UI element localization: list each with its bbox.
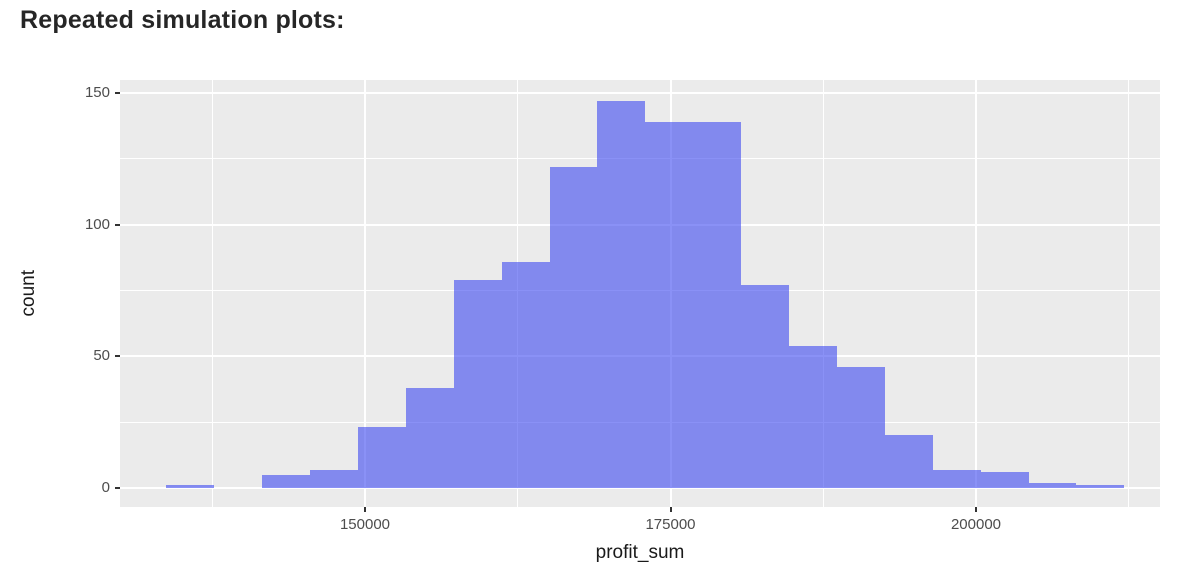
x-minor-gridline (211, 80, 213, 507)
y-axis-title-text: count (18, 270, 39, 317)
plot-panel (120, 80, 1160, 507)
x-tick-mark (364, 507, 366, 512)
histogram-bar (741, 285, 790, 488)
histogram-bar (549, 166, 598, 488)
histogram-bar (357, 427, 406, 488)
x-tick-label: 200000 (950, 516, 1002, 533)
histogram-bar (1028, 482, 1077, 488)
histogram-bar (980, 472, 1029, 488)
x-major-gridline (364, 80, 366, 507)
histogram-bar (310, 469, 358, 488)
x-minor-gridline (822, 80, 824, 507)
histogram-bar (693, 122, 742, 488)
histogram-bar (1076, 485, 1125, 488)
histogram-bar (501, 261, 550, 488)
histogram-bar (453, 279, 502, 488)
y-tick-label: 150 (84, 84, 110, 102)
histogram-bar (836, 366, 885, 488)
histogram-bar (166, 485, 215, 488)
x-tick-label: 150000 (339, 516, 391, 533)
histogram-bar (405, 387, 454, 488)
y-tick-label: 0 (101, 479, 110, 496)
y-tick-label: 50 (93, 347, 110, 365)
y-tick-mark (115, 223, 120, 226)
histogram-bar (932, 469, 981, 488)
x-tick-label: 175000 (645, 516, 696, 533)
histogram-bar (645, 122, 694, 488)
y-tick-mark (115, 487, 120, 489)
histogram-bar (597, 100, 646, 488)
histogram-bar (789, 345, 837, 488)
x-minor-gridline (1128, 80, 1130, 507)
y-tick-mark (115, 92, 120, 95)
x-tick-mark (975, 507, 977, 512)
x-tick-mark (669, 507, 672, 512)
histogram-bar (884, 435, 933, 488)
y-major-gridline (120, 487, 1160, 489)
x-axis-title: profit_sum (595, 542, 685, 563)
x-major-gridline (975, 80, 977, 507)
y-major-gridline (120, 92, 1160, 95)
y-tick-label: 100 (84, 215, 110, 233)
y-axis-title: count (16, 80, 42, 507)
page-title: Repeated simulation plots: (20, 6, 345, 34)
y-tick-mark (115, 355, 120, 358)
histogram-bar (262, 474, 310, 488)
